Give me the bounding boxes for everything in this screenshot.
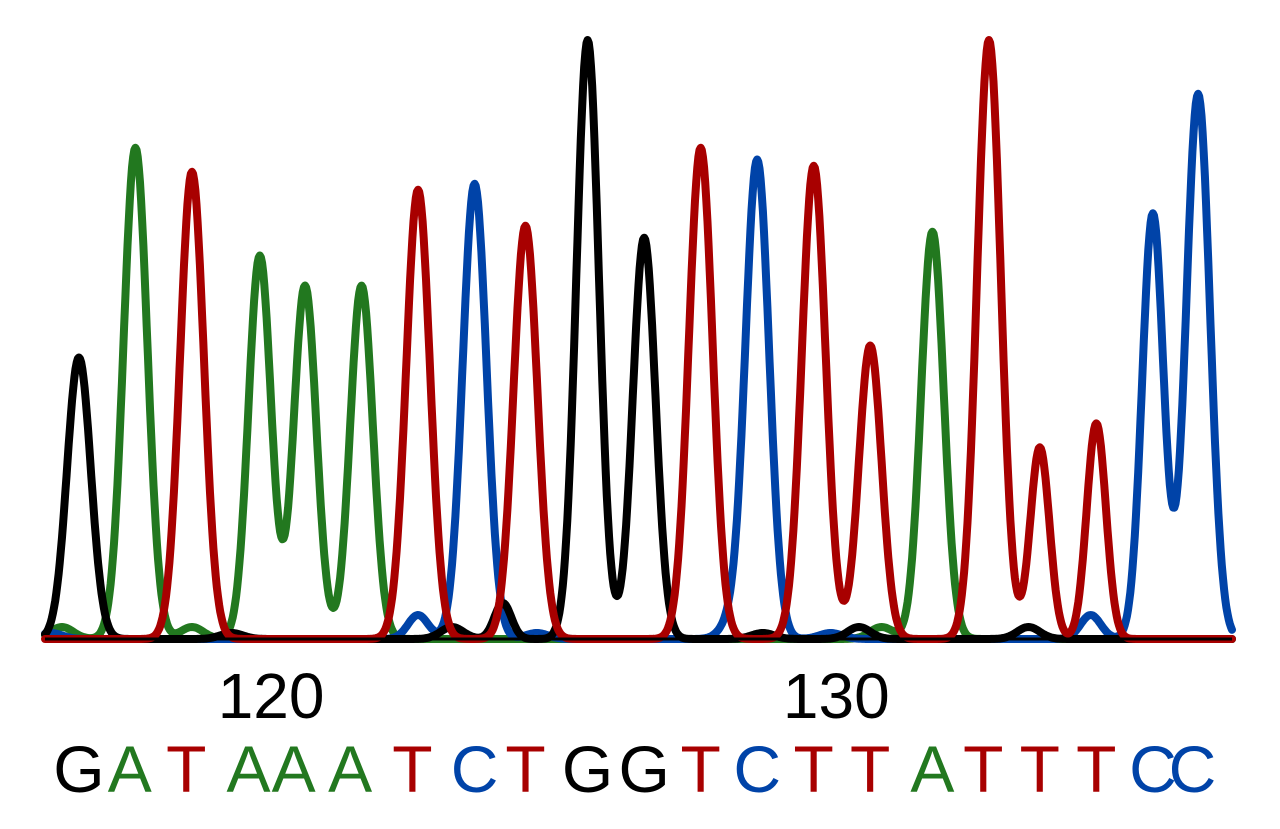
base-call-t: T — [794, 732, 834, 806]
base-call-a: A — [108, 732, 152, 806]
base-call-t: T — [1020, 732, 1060, 806]
base-call-t: T — [166, 732, 206, 806]
base-call-a: A — [226, 732, 270, 806]
x-tick-label: 120 — [218, 660, 325, 732]
base-call-c: C — [733, 732, 781, 806]
base-call-a: A — [272, 732, 316, 806]
x-tick-label: 130 — [783, 660, 890, 732]
base-call-t: T — [681, 732, 721, 806]
base-call-c: C — [451, 732, 499, 806]
trace-layer — [41, 36, 1236, 643]
base-call-t: T — [1076, 732, 1116, 806]
base-call-t: T — [505, 732, 545, 806]
base-call-g: G — [562, 732, 613, 806]
base-call-a: A — [328, 732, 372, 806]
base-call-c: C — [1129, 732, 1177, 806]
base-call-c: C — [1169, 732, 1217, 806]
base-call-g: G — [53, 732, 104, 806]
base-call-g: G — [619, 732, 670, 806]
x-tick-labels: 120 130 — [218, 660, 890, 732]
base-call-t: T — [392, 732, 432, 806]
base-call-sequence: G A T A A A T C T G G T C T T A T T T CC — [53, 732, 1216, 806]
base-call-a: A — [910, 732, 954, 806]
base-call-t: T — [850, 732, 890, 806]
base-call-t: T — [963, 732, 1003, 806]
